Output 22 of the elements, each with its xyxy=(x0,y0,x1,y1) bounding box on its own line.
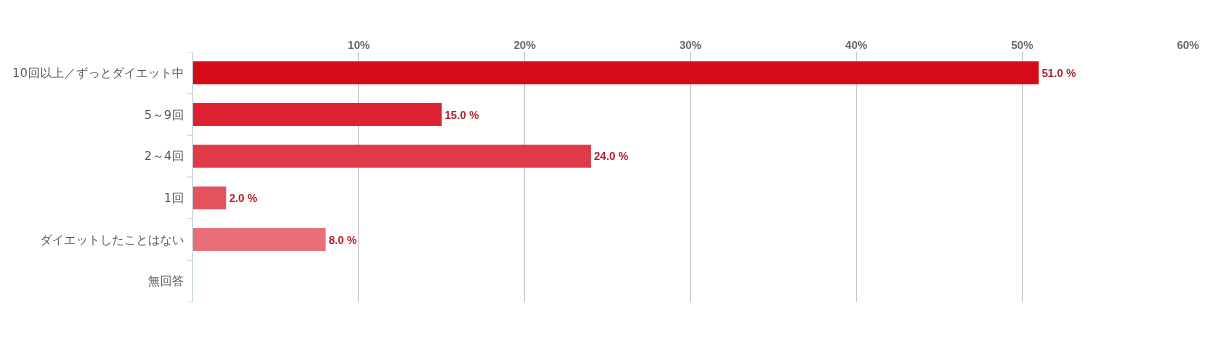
data-label: 15.0 % xyxy=(444,108,480,121)
bar xyxy=(193,103,442,126)
bar xyxy=(193,61,1039,85)
y-tick-label: 5～9回 xyxy=(144,107,184,122)
y-tick-label: ダイエットしたことはない xyxy=(39,232,184,247)
x-tick-label: 10% xyxy=(347,38,371,51)
data-label: 2.0 % xyxy=(229,191,258,204)
y-tick-label: 1回 xyxy=(163,191,184,206)
y-tick-label: 2～4回 xyxy=(144,149,184,164)
bar xyxy=(193,228,326,251)
x-tick-label: 30% xyxy=(679,38,702,51)
data-label: 24.0 % xyxy=(594,150,629,163)
data-label: 51.0 % xyxy=(1041,66,1077,79)
x-tick-label: 20% xyxy=(513,38,536,51)
data-label: 8.0 % xyxy=(328,233,358,246)
x-tick-label: 60% xyxy=(1176,38,1200,51)
bar xyxy=(193,144,591,168)
y-tick-label: 10回以上／ずっとダイエット中 xyxy=(12,66,184,81)
y-tick-label: 無回答 xyxy=(147,274,184,289)
x-tick-label: 50% xyxy=(1011,38,1034,51)
bar xyxy=(193,186,227,210)
x-tick-label: 40% xyxy=(845,38,868,51)
